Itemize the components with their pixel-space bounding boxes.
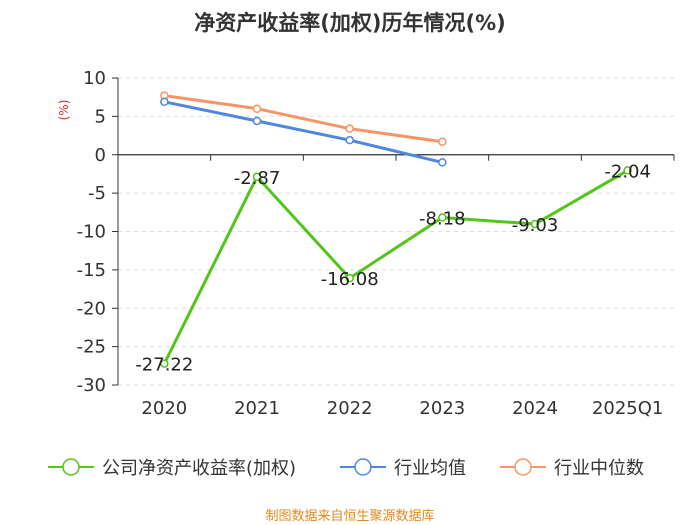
data-point xyxy=(345,135,354,145)
y-tick-label: -15 xyxy=(77,260,106,281)
x-tick-label: 2022 xyxy=(327,398,373,419)
source-note: 制图数据来自恒生聚源数据库 xyxy=(265,508,434,524)
y-tick-label: -5 xyxy=(88,183,106,204)
data-point xyxy=(438,158,447,167)
data-point xyxy=(160,97,169,107)
y-tick-label: 0 xyxy=(95,145,106,166)
chart-title: 净资产收益率(加权)历年情况(%) xyxy=(194,11,505,35)
data-point xyxy=(252,104,262,113)
data-point xyxy=(623,166,632,175)
legend-item[interactable]: 行业均值 xyxy=(340,458,466,479)
x-tick-label: 2020 xyxy=(141,398,187,419)
data-point xyxy=(345,124,354,133)
y-tick-label: -25 xyxy=(77,337,106,358)
data-label: -9.03 xyxy=(512,215,559,236)
y-tick-label: -20 xyxy=(77,298,106,319)
y-tick-label: 10 xyxy=(83,68,106,89)
legend[interactable]: 公司净资产收益率(加权) 行业均值 行业中位数 xyxy=(48,458,644,479)
x-axis: 2020 2021 2022 2023 2024 2025Q1 xyxy=(117,154,675,419)
grid-lines xyxy=(118,77,674,386)
series-line xyxy=(162,169,629,365)
data-point xyxy=(438,137,447,146)
y-tick-label: -30 xyxy=(77,375,106,396)
data-point xyxy=(438,213,447,222)
x-tick-label: 2024 xyxy=(512,398,558,419)
legend-item[interactable]: 行业中位数 xyxy=(500,458,644,479)
data-label: -2.87 xyxy=(234,168,281,189)
legend-marker xyxy=(514,458,532,476)
x-tick-label: 2025Q1 xyxy=(592,398,663,419)
x-tick-label: 2021 xyxy=(234,398,280,419)
data-labels: -27.22 -2.87 -16.08 -8.18 -9.03 -2.04 xyxy=(135,161,651,375)
data-point xyxy=(160,359,169,368)
data-label: -8.18 xyxy=(419,209,466,230)
legend-label: 行业中位数 xyxy=(554,458,644,479)
data-point xyxy=(345,273,354,283)
y-axis-ticks: 10 5 0 -5 -10 -15 -20 -25 -30 xyxy=(77,68,119,396)
series-line xyxy=(164,100,443,164)
data-point xyxy=(252,172,262,182)
y-tick-label: 5 xyxy=(95,106,106,127)
y-tick-label: -10 xyxy=(77,222,106,243)
y-axis-label: (%) xyxy=(57,100,71,121)
legend-marker xyxy=(354,458,372,476)
legend-item[interactable]: 公司净资产收益率(加权) xyxy=(48,458,296,479)
data-point xyxy=(530,219,540,229)
series-group xyxy=(160,91,632,368)
data-label: -16.08 xyxy=(321,269,379,290)
legend-label: 行业均值 xyxy=(394,458,466,479)
legend-label: 公司净资产收益率(加权) xyxy=(102,458,296,479)
data-label: -27.22 xyxy=(135,355,193,376)
series-line xyxy=(164,94,443,144)
data-label: -2.04 xyxy=(604,161,651,182)
data-point xyxy=(252,116,262,126)
x-tick-label: 2023 xyxy=(419,398,465,419)
legend-marker xyxy=(62,458,80,476)
